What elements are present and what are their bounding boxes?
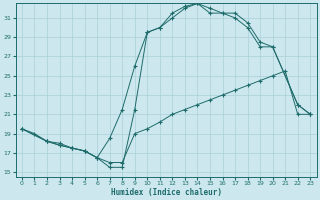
X-axis label: Humidex (Indice chaleur): Humidex (Indice chaleur) bbox=[111, 188, 221, 197]
